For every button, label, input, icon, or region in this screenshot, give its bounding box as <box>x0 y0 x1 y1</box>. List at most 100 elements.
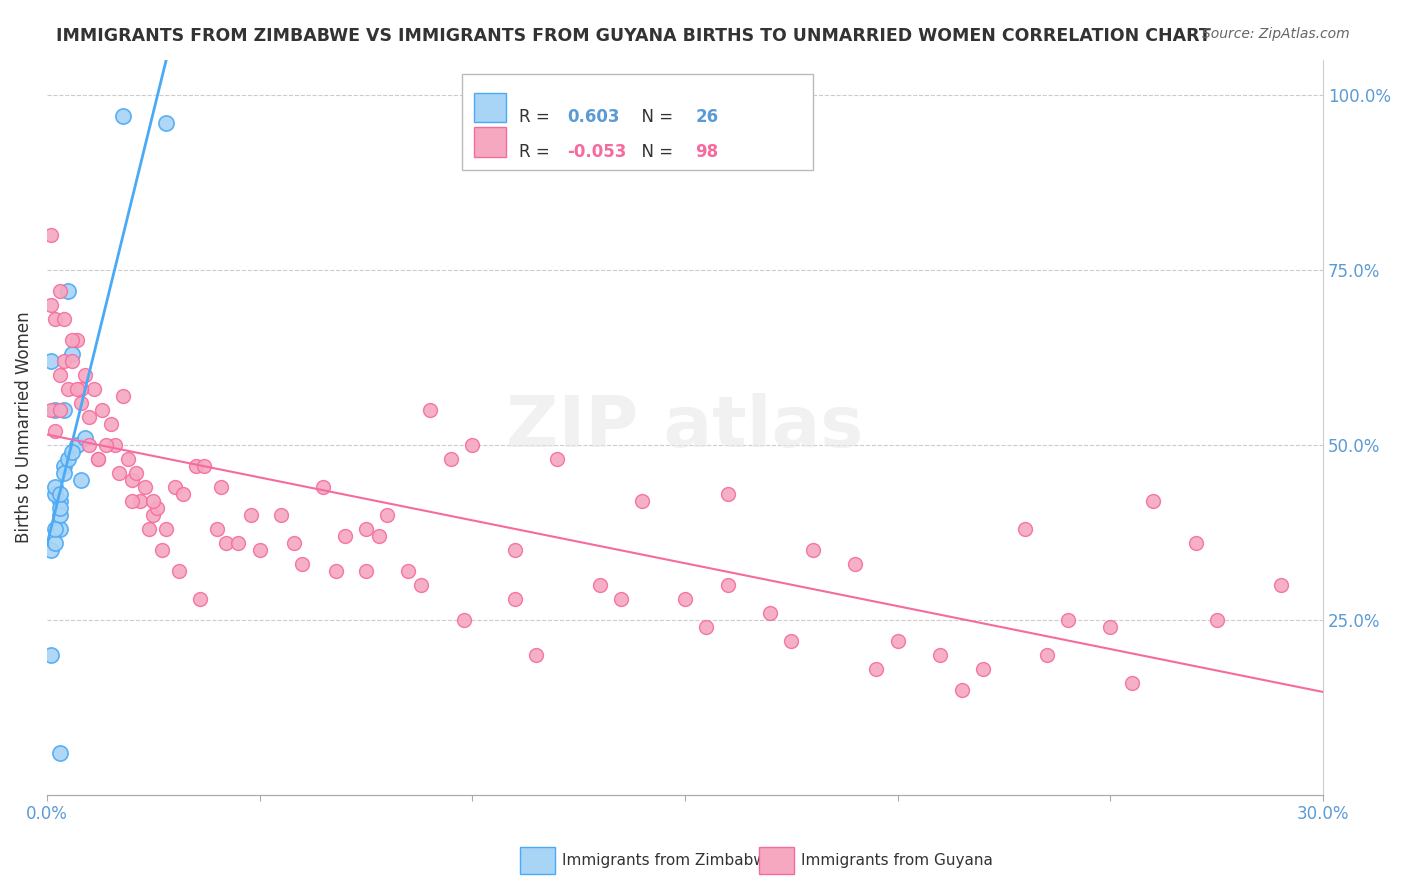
Point <box>844 557 866 571</box>
Point <box>184 458 207 473</box>
Point <box>129 494 152 508</box>
Point <box>56 382 79 396</box>
Point <box>193 458 215 473</box>
Point <box>44 487 66 501</box>
Point <box>865 662 887 676</box>
Point <box>972 662 994 676</box>
Point <box>75 431 97 445</box>
Point <box>70 396 93 410</box>
Point <box>1057 613 1080 627</box>
Text: 26: 26 <box>695 108 718 126</box>
Point <box>1270 578 1292 592</box>
Point <box>333 529 356 543</box>
Point <box>249 542 271 557</box>
Text: -0.053: -0.053 <box>568 143 627 161</box>
Point <box>1121 676 1143 690</box>
Point <box>48 508 70 522</box>
Point <box>62 347 84 361</box>
Point <box>52 466 75 480</box>
Point <box>66 382 89 396</box>
Point <box>716 578 738 592</box>
Point <box>780 634 803 648</box>
Point <box>121 494 143 508</box>
Point <box>1142 494 1164 508</box>
Point <box>270 508 292 522</box>
Y-axis label: Births to Unmarried Women: Births to Unmarried Women <box>15 311 32 543</box>
Text: Immigrants from Zimbabwe: Immigrants from Zimbabwe <box>562 854 776 868</box>
Point <box>39 402 62 417</box>
Point <box>167 564 190 578</box>
Point <box>44 311 66 326</box>
Point <box>75 368 97 382</box>
Point <box>929 648 952 662</box>
Point <box>146 500 169 515</box>
Point <box>48 500 70 515</box>
Text: IMMIGRANTS FROM ZIMBABWE VS IMMIGRANTS FROM GUYANA BIRTHS TO UNMARRIED WOMEN COR: IMMIGRANTS FROM ZIMBABWE VS IMMIGRANTS F… <box>56 27 1211 45</box>
Point <box>419 402 441 417</box>
Point <box>66 438 89 452</box>
Point <box>291 557 314 571</box>
Point <box>62 445 84 459</box>
Point <box>759 606 782 620</box>
Text: R =: R = <box>519 143 555 161</box>
Point <box>39 648 62 662</box>
Point <box>39 542 62 557</box>
Point <box>150 542 173 557</box>
Point <box>100 417 122 431</box>
Point <box>117 451 139 466</box>
Point <box>56 284 79 298</box>
Point <box>398 564 420 578</box>
Point <box>440 451 463 466</box>
Point <box>950 683 973 698</box>
Point <box>70 382 93 396</box>
Point <box>312 480 335 494</box>
Point <box>695 620 717 634</box>
Point <box>142 494 165 508</box>
Point <box>503 542 526 557</box>
Point <box>39 353 62 368</box>
Point <box>673 591 696 606</box>
Point <box>87 451 110 466</box>
Point <box>62 333 84 347</box>
Point <box>188 591 211 606</box>
Point <box>134 480 156 494</box>
Point <box>44 402 66 417</box>
Point <box>44 536 66 550</box>
Point <box>52 311 75 326</box>
Point <box>52 458 75 473</box>
Point <box>66 333 89 347</box>
Point <box>104 438 127 452</box>
Point <box>48 284 70 298</box>
Point <box>48 402 70 417</box>
Point <box>48 494 70 508</box>
Point <box>461 438 484 452</box>
Point <box>546 451 568 466</box>
Point <box>325 564 347 578</box>
Point <box>453 613 475 627</box>
Point <box>44 522 66 536</box>
Point <box>48 746 70 760</box>
Point <box>52 353 75 368</box>
Point <box>39 298 62 312</box>
Point <box>589 578 612 592</box>
Point <box>1205 613 1227 627</box>
Point <box>112 109 135 123</box>
Point <box>56 451 79 466</box>
Point <box>716 487 738 501</box>
Point <box>48 487 70 501</box>
Bar <box>474 128 506 157</box>
Point <box>610 591 633 606</box>
Point <box>354 522 377 536</box>
Point <box>1014 522 1036 536</box>
Point <box>121 473 143 487</box>
Point <box>503 591 526 606</box>
Text: 98: 98 <box>695 143 718 161</box>
Bar <box>461 74 813 169</box>
Point <box>205 522 228 536</box>
Point <box>354 564 377 578</box>
Text: R =: R = <box>519 108 555 126</box>
Point <box>172 487 194 501</box>
Point <box>886 634 908 648</box>
Point <box>631 494 654 508</box>
Point <box>411 578 433 592</box>
